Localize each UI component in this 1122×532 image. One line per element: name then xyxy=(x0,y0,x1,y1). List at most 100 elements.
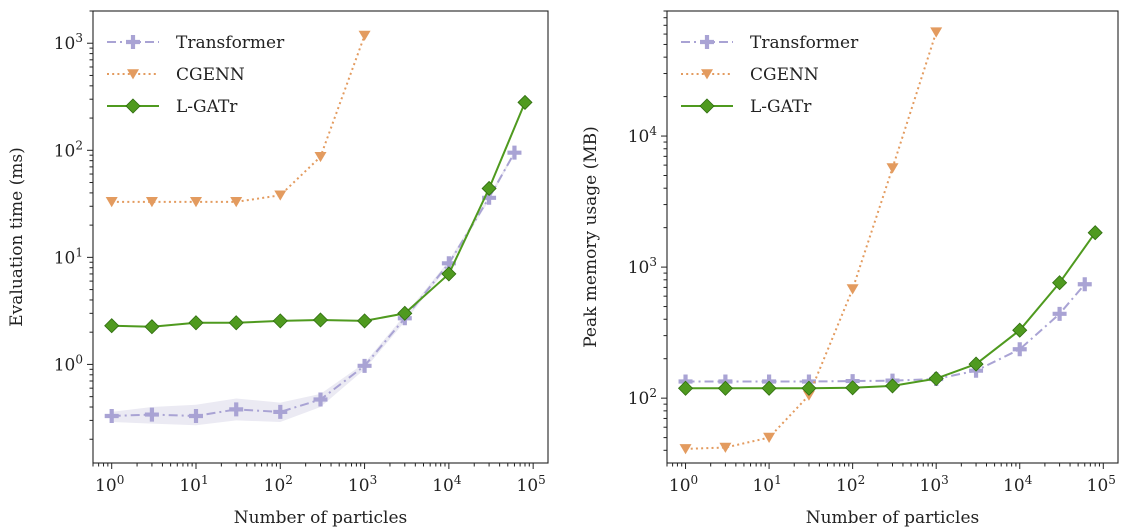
right-lgatr-point xyxy=(761,380,777,396)
right-y-tick-label: 104 xyxy=(628,124,658,147)
left-lgatr-line xyxy=(111,102,526,328)
right-transformer-line xyxy=(685,283,1086,383)
left-legend-transformer-label: Transformer xyxy=(176,33,285,53)
right-cgenn-point xyxy=(763,432,776,444)
left-transformer-point xyxy=(507,145,522,160)
right-cgenn-point xyxy=(679,444,692,455)
left-transformer-point xyxy=(229,402,244,417)
left-lgatr-point xyxy=(441,266,457,282)
left-lgatr-point xyxy=(228,315,244,331)
right-lgatr-point xyxy=(968,356,984,372)
left-transformer-point xyxy=(441,256,456,271)
left-cgenn-markers xyxy=(105,30,371,208)
left-transformer-markers xyxy=(104,145,522,423)
left-y-tick-label: 101 xyxy=(54,245,83,268)
right-lgatr-point xyxy=(677,380,694,396)
left-cgenn-point xyxy=(145,197,158,208)
right-x-tick-label: 101 xyxy=(752,473,781,496)
right-x-tick-label: 100 xyxy=(669,473,698,496)
right-transformer-point xyxy=(1012,342,1027,357)
left-y-tick-label: 103 xyxy=(54,31,83,54)
left-legend-cgenn-label: CGENN xyxy=(176,65,245,85)
right-lgatr-point xyxy=(1012,322,1028,338)
left-x-tick-label: 102 xyxy=(264,473,293,496)
left-y-ticks xyxy=(87,10,93,440)
right-legend-lgatr-marker xyxy=(699,98,715,114)
left-lgatr-point xyxy=(144,319,160,335)
left-x-tick-label: 104 xyxy=(432,473,462,496)
left-cgenn-line xyxy=(111,35,366,203)
right-lgatr-point xyxy=(717,380,733,396)
left-lgatr-point xyxy=(188,315,204,331)
right-legend-cgenn-marker xyxy=(701,69,713,80)
left-cgenn-point xyxy=(314,151,327,163)
left-transformer-point xyxy=(104,408,119,423)
left-transformer-line xyxy=(111,152,516,417)
right-x-tick-label: 103 xyxy=(920,473,949,496)
left-x-tick-label: 100 xyxy=(95,473,124,496)
right-lgatr-point xyxy=(884,378,901,394)
left-x-tick-label: 105 xyxy=(517,473,546,496)
right-x-ticks xyxy=(666,463,1104,469)
left-cgenn-point xyxy=(105,197,118,208)
left-cgenn-point xyxy=(274,190,287,201)
right-cgenn-point xyxy=(846,284,859,295)
right-y-axis-label: Peak memory usage (MB) xyxy=(581,126,601,348)
right-transformer-point xyxy=(1052,306,1067,321)
right-chart: 100 101 102 103 104 105 102 103 104 Number of par… xyxy=(581,10,1119,528)
left-legend-cgenn-marker xyxy=(127,69,139,80)
right-cgenn-point xyxy=(930,27,943,38)
right-x-axis-label: Number of particles xyxy=(806,508,980,527)
left-lgatr-point xyxy=(357,313,373,329)
right-legend: Transformer CGENN L-GATr xyxy=(681,33,859,117)
left-legend: Transformer CGENN L-GATr xyxy=(107,33,285,117)
right-lgatr-point xyxy=(845,380,861,396)
right-cgenn-point xyxy=(719,442,732,453)
left-lgatr-point xyxy=(312,312,329,328)
right-lgatr-point xyxy=(1087,225,1103,241)
left-lgatr-point xyxy=(272,313,288,329)
left-lgatr-point xyxy=(481,180,497,197)
left-cgenn-point xyxy=(189,197,202,208)
right-x-tick-label: 105 xyxy=(1087,473,1116,496)
left-lgatr-point xyxy=(517,94,533,110)
left-legend-transformer-marker xyxy=(125,35,140,50)
left-x-tick-label: 101 xyxy=(179,473,208,496)
right-legend-cgenn-label: CGENN xyxy=(750,65,819,85)
right-lgatr-point xyxy=(928,371,944,387)
left-transformer-point xyxy=(144,407,159,422)
left-transformer-point xyxy=(482,190,497,205)
right-legend-transformer-label: Transformer xyxy=(750,33,859,53)
right-lgatr-markers xyxy=(677,225,1103,396)
left-lgatr-markers xyxy=(104,94,533,335)
left-legend-lgatr-marker xyxy=(125,98,141,114)
right-transformer-markers xyxy=(678,277,1092,389)
right-legend-transformer-marker xyxy=(700,35,715,50)
left-transformer-point xyxy=(357,358,372,373)
left-legend-lgatr-label: L-GATr xyxy=(176,97,238,117)
left-transformer-band xyxy=(111,151,515,426)
right-y-ticks xyxy=(661,10,667,451)
right-legend-lgatr-label: L-GATr xyxy=(750,97,812,117)
right-lgatr-point xyxy=(1052,275,1068,291)
left-x-tick-label: 103 xyxy=(348,473,377,496)
left-lgatr-point xyxy=(104,318,120,334)
left-transformer-point xyxy=(313,392,328,407)
right-transformer-point xyxy=(1077,277,1092,292)
left-plot-area xyxy=(104,30,533,426)
left-y-tick-label: 100 xyxy=(54,352,83,375)
left-y-axis-label: Evaluation time (ms) xyxy=(7,147,27,327)
right-plot-area xyxy=(677,27,1103,455)
right-lgatr-line xyxy=(685,232,1097,390)
left-x-axis-label: Number of particles xyxy=(234,508,408,527)
left-chart: 100 101 102 103 104 105 100 101 102 103 Number of … xyxy=(7,10,549,528)
left-y-tick-label: 102 xyxy=(54,138,83,161)
right-lgatr-point xyxy=(801,380,817,396)
left-cgenn-point xyxy=(358,30,371,41)
right-x-tick-label: 104 xyxy=(1003,473,1033,496)
right-axes-frame xyxy=(666,10,1119,464)
left-cgenn-point xyxy=(230,197,243,208)
left-x-ticks xyxy=(92,463,534,469)
